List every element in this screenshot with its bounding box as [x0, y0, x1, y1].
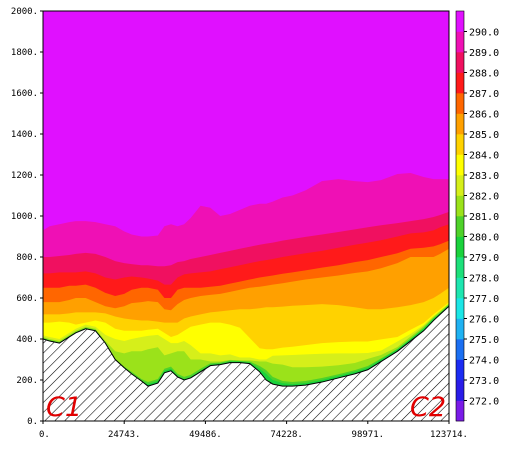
y-tick-label: 200. — [16, 376, 38, 386]
x-tick-label: 0. — [39, 430, 50, 440]
colorbar-segment — [456, 154, 464, 176]
colorbar-segment — [456, 11, 464, 32]
y-tick-label: 600. — [16, 294, 38, 304]
colorbar-segment — [456, 113, 464, 135]
colorbar: 272.0 273.0 274.0 275.0 276.0 277.0 278.0 279.0… — [455, 10, 499, 422]
colorbar-segment — [456, 72, 464, 94]
colorbar-label: 290.0 — [469, 28, 499, 39]
colorbar-segment — [456, 277, 464, 299]
corner-label-left: C1 — [46, 392, 82, 423]
colorbar-label: 273.0 — [469, 376, 499, 387]
x-tick-label: 74228. — [270, 430, 303, 440]
colorbar-segment — [456, 318, 464, 340]
colorbar-segment — [456, 236, 464, 258]
colorbar-segment — [456, 216, 464, 237]
colorbar-label: 277.0 — [469, 294, 499, 305]
colorbar-segment — [456, 257, 464, 278]
colorbar-label: 288.0 — [469, 69, 499, 80]
x-tick-label: 24743. — [108, 430, 141, 440]
x-tick-label: 49486. — [189, 430, 222, 440]
colorbar-segment — [456, 380, 464, 401]
colorbar-segment — [456, 400, 464, 422]
colorbar-segment — [456, 359, 464, 381]
corner-label-right: C2 — [410, 392, 446, 423]
plot-area — [43, 11, 449, 421]
colorbar-label: 275.0 — [469, 335, 499, 346]
colorbar-label: 282.0 — [469, 192, 499, 203]
colorbar-label: 283.0 — [469, 171, 499, 182]
colorbar-segment — [456, 134, 464, 155]
colorbar-segment — [456, 175, 464, 196]
colorbar-segment — [456, 31, 464, 53]
colorbar-segment — [456, 339, 464, 360]
x-tick-label: 98971. — [352, 430, 385, 440]
x-tick-label: 123714. — [430, 430, 468, 440]
colorbar-label: 286.0 — [469, 110, 499, 121]
colorbar-label: 276.0 — [469, 315, 499, 326]
colorbar-label: 284.0 — [469, 151, 499, 162]
terrain-outline — [43, 305, 449, 387]
colorbar-label: 278.0 — [469, 274, 499, 285]
colorbar-label: 274.0 — [469, 356, 499, 367]
y-tick-label: 1600. — [11, 89, 38, 99]
y-tick-label: 1200. — [11, 171, 38, 181]
colorbar-label: 280.0 — [469, 233, 499, 244]
y-tick-label: 400. — [16, 335, 38, 345]
colorbar-segment — [456, 93, 464, 114]
y-tick-label: 800. — [16, 253, 38, 263]
colorbar-segment — [456, 52, 464, 73]
y-tick-label: 1400. — [11, 130, 38, 140]
colorbar-label: 272.0 — [469, 397, 499, 408]
axes: 0. 200. 400. 600. 800. 1000. 1200. 1400. 1600. 18… — [11, 7, 468, 440]
y-tick-label: 1800. — [11, 48, 38, 58]
colorbar-label: 289.0 — [469, 48, 499, 59]
colorbar-label: 287.0 — [469, 89, 499, 100]
y-tick-label: 0. — [27, 417, 38, 427]
y-tick-label: 1000. — [11, 212, 38, 222]
colorbar-label: 285.0 — [469, 130, 499, 141]
colorbar-segment — [456, 298, 464, 319]
colorbar-label: 279.0 — [469, 253, 499, 264]
colorbar-segment — [456, 195, 464, 217]
colorbar-label: 281.0 — [469, 212, 499, 223]
y-tick-label: 2000. — [11, 7, 38, 17]
